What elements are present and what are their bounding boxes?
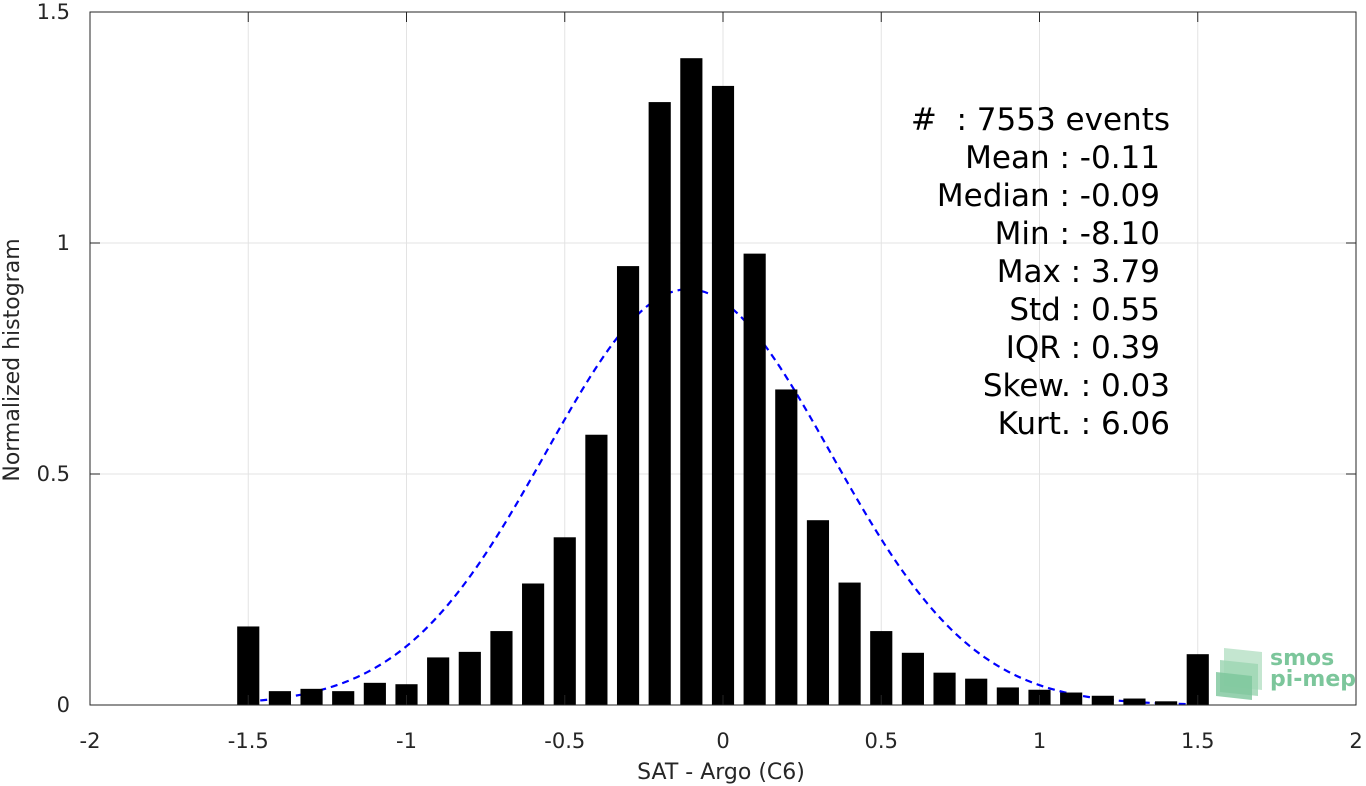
x-tick-label: -1 — [396, 729, 417, 753]
stats-line: Max : 3.79 — [997, 254, 1160, 290]
histogram-bar — [553, 537, 576, 705]
histogram-bar — [901, 652, 924, 705]
histogram-bar — [806, 520, 830, 705]
histogram-bar — [490, 631, 513, 705]
bar-layer — [237, 58, 1209, 706]
histogram-bar — [1091, 695, 1114, 705]
x-tick-label: 0.5 — [865, 729, 898, 753]
x-tick-label: 1 — [1033, 729, 1046, 753]
histogram-bar — [965, 678, 988, 705]
y-tick-label: 0.5 — [37, 462, 70, 486]
histogram-bar — [427, 657, 450, 705]
histogram-bar — [237, 626, 260, 705]
y-tick-label: 1 — [57, 231, 70, 255]
histogram-bar — [522, 583, 545, 705]
stats-line: IQR : 0.39 — [1006, 330, 1160, 366]
histogram-bar — [1186, 654, 1209, 705]
stats-line: # : 7553 events — [911, 102, 1170, 138]
stats-line: Std : 0.55 — [1009, 292, 1160, 328]
histogram-bar — [870, 631, 893, 705]
histogram-bar — [838, 582, 861, 705]
histogram-bar — [680, 58, 703, 705]
histogram-bar — [648, 102, 671, 706]
plot-area-frame — [89, 11, 1357, 706]
histogram-bar — [933, 672, 956, 705]
y-axis-label: Normalized histogram — [0, 238, 25, 481]
histogram-bar — [332, 691, 355, 705]
tick-labels: -2 -1.5 -1 -0.5 0 0.5 1 1.5 2 0 0.5 1 1.5 — [37, 0, 1363, 753]
logo-text-pimep: pi-mep — [1270, 667, 1356, 692]
histogram-bar — [1155, 701, 1178, 705]
histogram-bar — [996, 687, 1019, 705]
y-tick-label: 0 — [57, 693, 70, 717]
y-tick-label: 1.5 — [37, 0, 70, 24]
histogram-bar — [458, 651, 481, 705]
x-tick-label: -2 — [80, 729, 101, 753]
stats-line: Kurt. : 6.06 — [998, 406, 1170, 442]
histogram-bar — [300, 688, 323, 705]
x-tick-label: -0.5 — [544, 729, 585, 753]
histogram-bar — [1060, 692, 1083, 705]
axes — [89, 11, 1357, 706]
logo-graphic — [1216, 648, 1262, 700]
histogram-bar — [1123, 698, 1146, 705]
stats-line: Min : -8.10 — [995, 216, 1160, 252]
logo-text-smos: smos — [1270, 646, 1334, 671]
x-tick-label: 1.5 — [1181, 729, 1214, 753]
stats-line: Median : -0.09 — [937, 178, 1160, 214]
x-tick-label: 2 — [1349, 729, 1362, 753]
histogram-bar — [268, 691, 291, 705]
histogram-bar — [395, 684, 418, 705]
histogram-bar — [743, 253, 766, 705]
x-axis-label: SAT - Argo (C6) — [637, 760, 805, 785]
histogram-bar — [585, 434, 608, 705]
x-tick-label: -1.5 — [228, 729, 269, 753]
x-tick-label: 0 — [716, 729, 729, 753]
histogram-bar — [711, 85, 735, 706]
histogram-bar — [616, 266, 640, 705]
smos-pimep-logo: smos pi-mep — [1216, 646, 1356, 700]
histogram-bar — [775, 389, 798, 705]
histogram-bar — [363, 682, 386, 705]
stats-line: Skew. : 0.03 — [983, 368, 1170, 404]
stats-line: Mean : -0.11 — [965, 140, 1160, 176]
